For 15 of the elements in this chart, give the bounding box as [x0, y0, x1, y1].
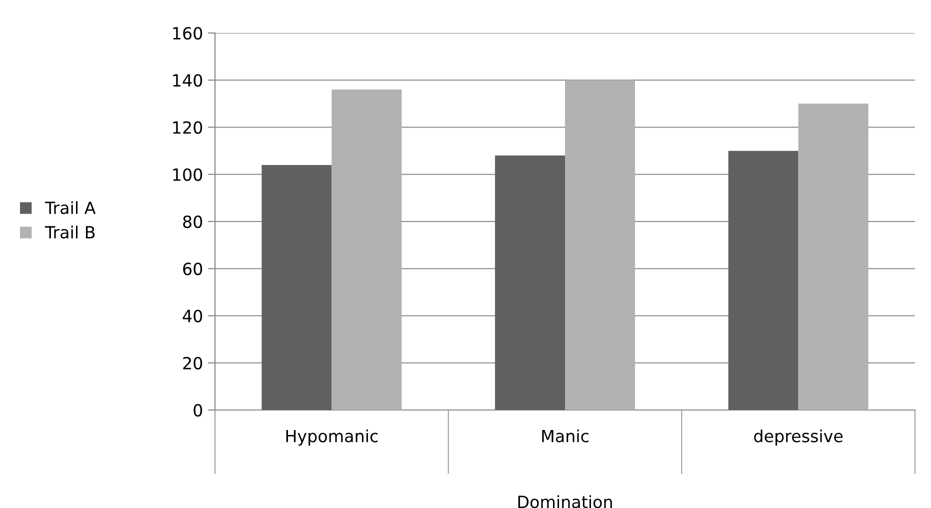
x-tick-label: Hypomanic	[286, 429, 378, 446]
y-tick-label: 80	[183, 215, 202, 228]
y-tick-label: 100	[173, 168, 202, 181]
legend-label: Trail A	[44, 201, 96, 214]
legend-label: Trail B	[44, 226, 95, 239]
y-tick-label: 60	[183, 262, 202, 276]
y-tick-label: 140	[173, 74, 202, 87]
y-tick-label: 20	[183, 356, 202, 370]
y-tick-label: 120	[173, 121, 202, 134]
y-tick-label: 40	[182, 310, 202, 322]
x-tick-label: Manic	[542, 429, 588, 442]
y-tick-label: 160	[173, 26, 202, 40]
x-axis-title: Domination	[518, 495, 612, 508]
x-tick-label: depressive	[754, 429, 843, 446]
y-tick-label: 0	[194, 404, 202, 417]
